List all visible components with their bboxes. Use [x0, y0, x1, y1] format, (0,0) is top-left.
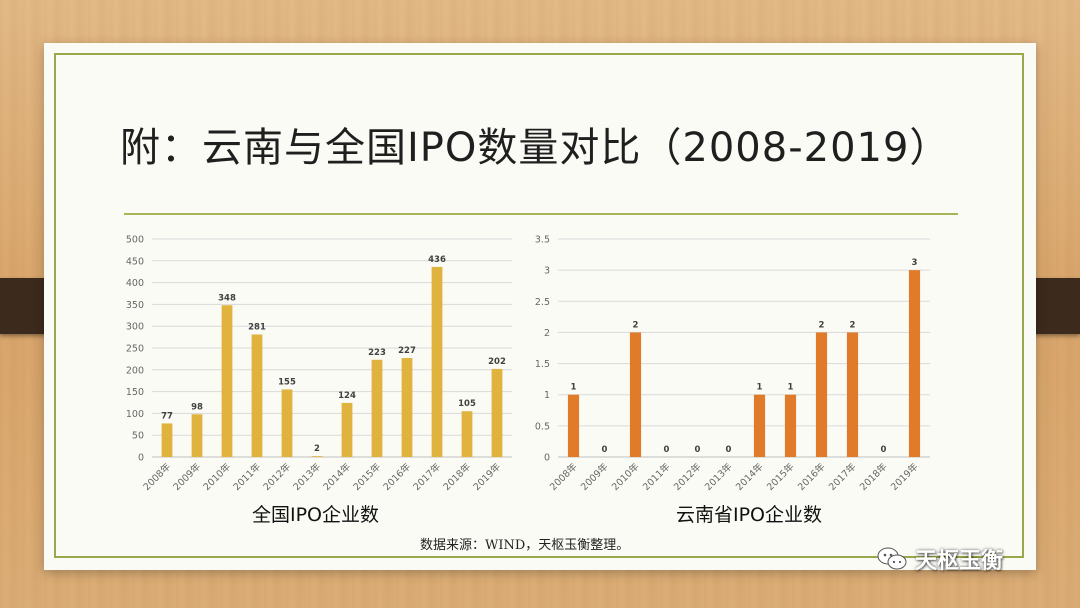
y-tick-label: 1.5 [535, 359, 550, 370]
data-label: 0 [602, 445, 608, 455]
slide-frame [54, 53, 1024, 558]
x-tick-label: 2014年 [733, 460, 766, 493]
bar [191, 414, 203, 457]
y-tick-label: 2.5 [535, 297, 550, 308]
bar [281, 389, 293, 457]
bar [908, 270, 921, 457]
y-tick-label: 250 [126, 344, 144, 355]
chat-bubble-icon [877, 547, 907, 570]
yunnan-ipo-chart: 00.511.522.533.512008年02009年22010年02011年… [535, 235, 930, 493]
x-tick-label: 2019年 [888, 460, 921, 493]
x-tick-label: 2009年 [171, 460, 204, 493]
x-tick-label: 2012年 [261, 460, 294, 493]
data-label: 227 [398, 346, 416, 356]
x-tick-label: 2016年 [381, 460, 414, 493]
watermark-text: 天枢玉衡 [915, 549, 1004, 574]
data-label: 2 [633, 320, 639, 330]
title-divider [124, 213, 958, 215]
data-label: 1 [757, 383, 763, 393]
x-tick-label: 2010年 [609, 460, 642, 493]
x-tick-label: 2019年 [471, 460, 504, 493]
y-tick-label: 100 [126, 409, 144, 420]
y-tick-label: 150 [126, 387, 144, 398]
data-label: 202 [488, 357, 506, 367]
data-label: 223 [368, 348, 386, 358]
y-tick-label: 1 [544, 390, 550, 401]
data-label: 1 [788, 383, 794, 393]
data-label: 2 [819, 320, 825, 330]
y-tick-label: 500 [126, 235, 144, 246]
x-tick-label: 2017年 [411, 460, 444, 493]
x-tick-label: 2008年 [141, 460, 174, 493]
y-tick-label: 0 [138, 453, 144, 464]
bar [341, 402, 353, 457]
slide: 附：云南与全国IPO数量对比（2008-2019） 0 50 100 150 200 25… [44, 43, 1036, 570]
data-label: 3 [912, 258, 918, 268]
x-tick-label: 2016年 [795, 460, 828, 493]
data-label: 155 [278, 377, 296, 387]
x-tick-label: 2015年 [764, 460, 797, 493]
x-tick-label: 2017年 [826, 460, 859, 493]
x-tick-label: 2010年 [201, 460, 234, 493]
data-label: 98 [191, 402, 203, 412]
y-tick-label: 2 [544, 328, 550, 339]
data-label: 2 [314, 444, 320, 454]
data-label: 77 [161, 411, 173, 421]
y-tick-label: 0.5 [535, 421, 550, 432]
x-tick-label: 2014年 [321, 460, 354, 493]
data-label: 0 [881, 445, 887, 455]
yunnan-chart-title: 云南省IPO企业数 [676, 504, 823, 526]
y-tick-label: 350 [126, 300, 144, 311]
bar [161, 423, 173, 457]
bar [251, 334, 263, 457]
data-label: 0 [726, 445, 732, 455]
x-tick-label: 2015年 [351, 460, 384, 493]
y-tick-label: 3 [544, 266, 550, 277]
bar [567, 394, 580, 457]
y-tick-label: 50 [132, 431, 144, 442]
watermark: 天枢玉衡 [877, 539, 1057, 579]
y-tick-label: 0 [544, 453, 550, 464]
page-title: 附：云南与全国IPO数量对比（2008-2019） [120, 125, 951, 171]
data-label: 2 [850, 320, 856, 330]
x-tick-label: 2011年 [231, 460, 264, 493]
national-ipo-chart: 0 50 100 150 200 250 300 350 400 450 500 77 2008年 98 2… [126, 235, 512, 493]
data-label: 0 [664, 445, 670, 455]
x-tick-label: 2018年 [857, 460, 890, 493]
source-note: 数据来源：WIND，天枢玉衡整理。 [420, 538, 630, 553]
bar [784, 394, 797, 457]
y-tick-label: 450 [126, 256, 144, 267]
data-label: 436 [428, 255, 446, 265]
data-label: 348 [218, 293, 236, 303]
bar [431, 266, 443, 457]
data-label: 281 [248, 322, 266, 332]
y-tick-label: 400 [126, 278, 144, 289]
x-tick-label: 2012年 [671, 460, 704, 493]
data-label: 1 [571, 383, 577, 393]
bar [371, 359, 383, 457]
x-tick-label: 2009年 [578, 460, 611, 493]
bar [221, 305, 233, 457]
bar [815, 332, 828, 457]
bar [753, 394, 766, 457]
y-tick-label: 200 [126, 365, 144, 376]
bar [491, 368, 503, 457]
data-label: 124 [338, 391, 356, 401]
bar [401, 358, 413, 457]
national-chart-title: 全国IPO企业数 [252, 504, 380, 526]
bar [461, 411, 473, 457]
data-label: 105 [458, 399, 476, 409]
data-label: 0 [695, 445, 701, 455]
y-tick-label: 3.5 [535, 235, 550, 246]
bar [629, 332, 642, 457]
x-tick-label: 2018年 [441, 460, 474, 493]
x-tick-label: 2013年 [291, 460, 324, 493]
y-tick-label: 300 [126, 322, 144, 333]
bar [846, 332, 859, 457]
x-tick-label: 2008年 [547, 460, 580, 493]
x-tick-label: 2013年 [702, 460, 735, 493]
bar [311, 456, 323, 457]
x-tick-label: 2011年 [640, 460, 673, 493]
